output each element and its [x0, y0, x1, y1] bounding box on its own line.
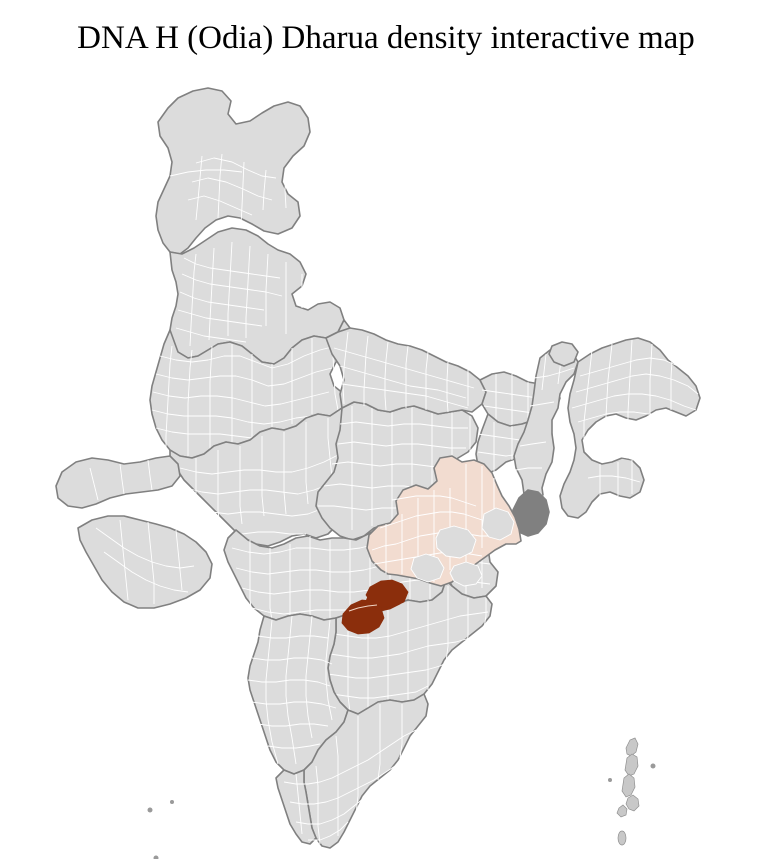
andaman-nicobar-islands[interactable] [608, 737, 656, 859]
india-map-regions [0, 58, 772, 859]
odisha-grey-district-1[interactable] [435, 525, 477, 559]
state-kerala[interactable] [275, 769, 317, 845]
india-density-map[interactable] [0, 58, 772, 859]
koraput-malkangiri-divider [348, 604, 378, 612]
districts-north [169, 153, 287, 225]
districts-up [333, 331, 475, 413]
districts-rajasthan [151, 337, 339, 456]
district-koraput-highlight-b[interactable] [365, 579, 409, 608]
districts-karnataka [247, 615, 337, 765]
districts-gujarat [89, 418, 341, 604]
lakshadweep-islands[interactable] [147, 800, 175, 859]
districts-andhra [327, 586, 489, 713]
state-assam-northeast[interactable] [559, 337, 701, 519]
district-malkangiri-highlight[interactable] [341, 599, 385, 635]
odisha-grey-district-4[interactable] [449, 561, 483, 587]
odisha-grey-district-2[interactable] [481, 507, 515, 541]
state-odisha-highlighted[interactable] [366, 455, 522, 587]
state-sikkim[interactable] [548, 341, 579, 367]
odisha-grey-district-3[interactable] [410, 553, 445, 583]
districts-northeast [571, 339, 699, 498]
districts-south [283, 704, 417, 845]
page-title: DNA H (Odia) Dharua density interactive … [77, 20, 695, 56]
districts-nw [175, 241, 303, 347]
